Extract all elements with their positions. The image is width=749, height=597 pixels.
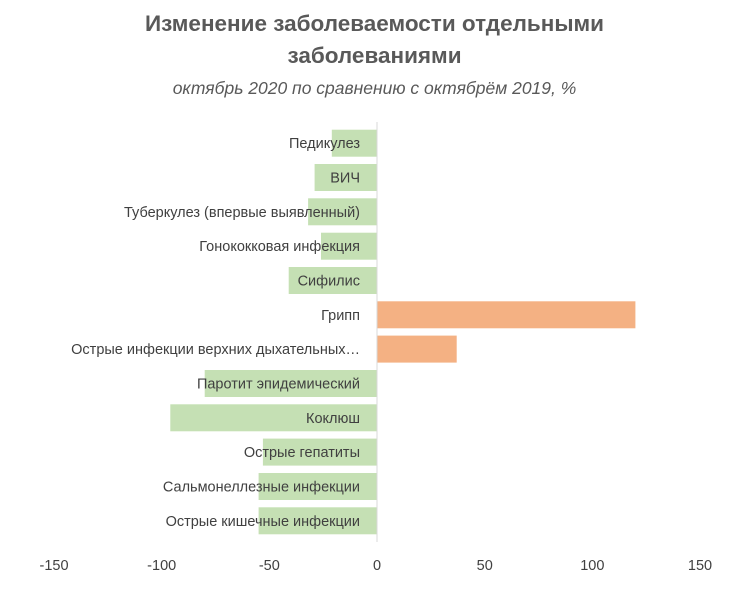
x-tick-label-7: 150 <box>688 558 712 574</box>
tick-labels-group: -150 -100 -50 0 50 100 150 <box>39 558 712 574</box>
bar-7 <box>377 335 457 363</box>
chart-subtitle: октябрь 2020 по сравнению с октябрём 201… <box>172 78 577 98</box>
bar-2 <box>314 164 377 191</box>
category-label-8: Паротит эпидемический <box>197 377 360 393</box>
bar-9 <box>170 404 377 432</box>
category-label-11: Сальмонеллезные инфекции <box>163 480 360 496</box>
category-label-2: ВИЧ <box>330 171 360 187</box>
bar-6 <box>377 301 636 329</box>
x-tick-label-6: 100 <box>580 558 604 574</box>
category-label-9: Коклюш <box>306 411 360 427</box>
bar-4 <box>321 232 377 260</box>
bar-8 <box>204 370 377 397</box>
x-tick-label-2: -100 <box>147 558 176 574</box>
bar-5 <box>288 267 377 294</box>
category-label-7: Острые инфекции верхних дыхательных… <box>71 342 360 358</box>
x-tick-label-3: -50 <box>259 558 280 574</box>
category-label-10: Острые гепатиты <box>244 445 360 461</box>
bar-11 <box>258 473 377 500</box>
bar-1 <box>331 129 377 157</box>
category-label-4: Гонококковая инфекция <box>199 239 360 255</box>
category-label-12: Острые кишечные инфекции <box>166 514 360 530</box>
bar-3 <box>308 198 377 226</box>
x-tick-label-1: -150 <box>39 558 68 574</box>
category-labels-group: Педикулез ВИЧ Туберкулез (впервые выявленн… <box>71 136 360 530</box>
x-tick-label-4: 0 <box>373 558 381 574</box>
chart-title-line-2: заболеваниями <box>287 43 462 68</box>
bar-10 <box>262 438 377 466</box>
category-label-5: Сифилис <box>298 274 360 290</box>
x-tick-label-5: 50 <box>477 558 493 574</box>
category-label-6: Грипп <box>321 308 360 324</box>
category-label-3: Туберкулез (впервые выявленный) <box>124 205 360 221</box>
bars-group <box>170 129 636 535</box>
bar-12 <box>258 507 377 535</box>
category-label-1: Педикулез <box>289 136 360 152</box>
chart-title-line-1: Изменение заболеваемости отдельными <box>144 11 605 36</box>
